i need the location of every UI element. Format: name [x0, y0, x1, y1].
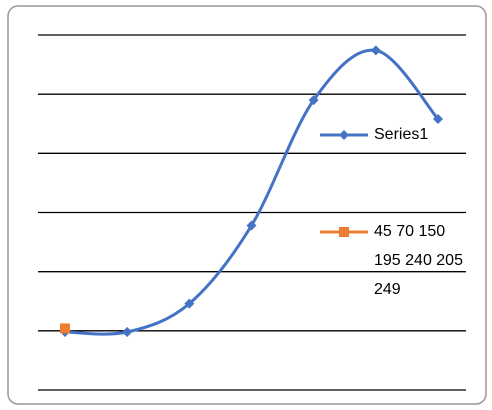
legend-label: 45 70 150 195 240 205 249 [374, 223, 463, 298]
marker-diamond [308, 95, 319, 106]
legend-label: Series1 [374, 126, 429, 143]
chart-border [7, 5, 487, 405]
marker-diamond [339, 130, 349, 140]
marker-diamond [370, 45, 381, 56]
marker-diamond [433, 114, 443, 125]
marker-square [60, 323, 70, 334]
marker-square [339, 227, 349, 237]
marker-diamond [246, 220, 257, 231]
marker-diamond [184, 298, 195, 309]
marker-diamond [122, 327, 133, 338]
